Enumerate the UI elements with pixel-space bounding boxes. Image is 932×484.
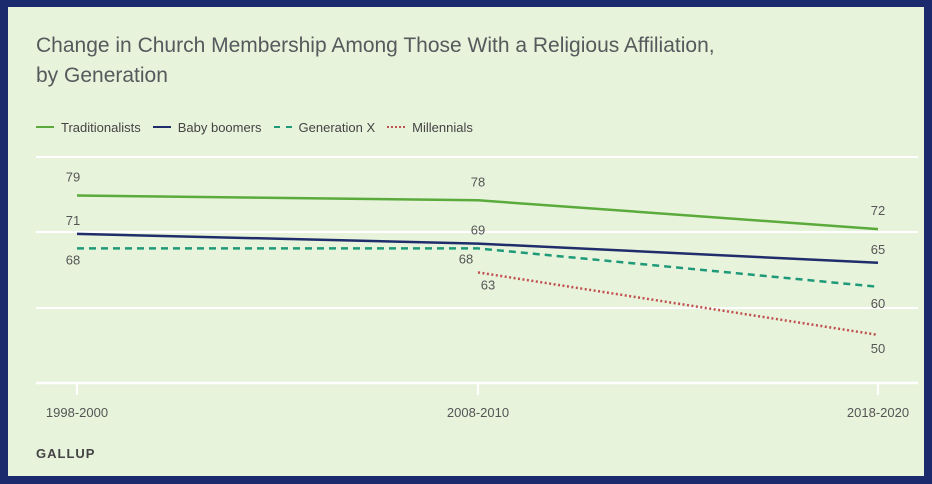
series-line-generation-x: [77, 247, 879, 289]
series-line-traditionalists: [76, 194, 879, 231]
legend-label: Millennials: [412, 119, 473, 135]
chart-panel: Change in Church Membership Among Those …: [8, 7, 924, 476]
legend-item-millennials: Millennials: [387, 120, 473, 135]
legend-label: Generation X: [298, 119, 376, 135]
x-tick-label: 1998-2000: [46, 405, 108, 420]
data-label: 63: [481, 277, 495, 292]
chart-legend: Traditionalists Baby boomers Generation X M…: [36, 117, 485, 137]
data-label: 79: [66, 170, 80, 185]
legend-item-traditionalists: Traditionalists: [36, 120, 141, 135]
data-label: 78: [471, 174, 485, 189]
data-label: 65: [871, 242, 885, 257]
data-label: 71: [66, 213, 80, 228]
data-label: 68: [66, 252, 80, 267]
legend-label: Traditionalists: [61, 119, 141, 135]
series-line-baby-boomers: [76, 232, 879, 265]
data-label: 60: [871, 296, 885, 311]
source-label: GALLUP: [36, 446, 96, 461]
data-label: 68: [459, 251, 473, 266]
series-line-millennials: [477, 271, 879, 337]
legend-label: Baby boomers: [177, 119, 262, 135]
x-tick-label: 2018-2020: [847, 405, 909, 420]
data-label: 50: [871, 341, 885, 356]
data-label: 72: [871, 203, 885, 218]
legend-swatch-icon: [387, 126, 406, 128]
legend-item-generation-x: Generation X: [273, 119, 376, 135]
chart-title: Change in Church Membership Among Those …: [36, 34, 715, 87]
legend-swatch-icon: [273, 126, 292, 128]
legend-item-baby-boomers: Baby boomers: [152, 119, 262, 135]
legend-swatch-icon: [152, 126, 171, 128]
data-label: 69: [471, 223, 485, 238]
x-tick-label: 2008-2010: [447, 405, 509, 420]
legend-swatch-icon: [36, 126, 54, 128]
